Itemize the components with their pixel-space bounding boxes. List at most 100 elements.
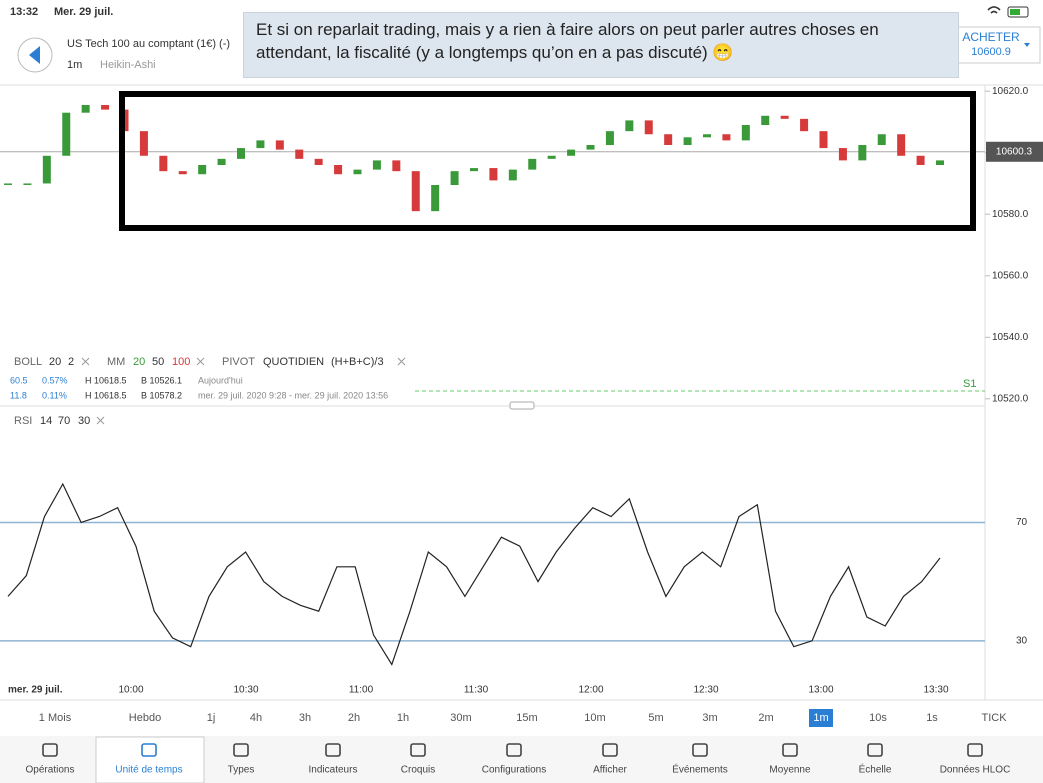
tab[interactable]: Afficher <box>593 765 627 776</box>
x-tick-label: 12:00 <box>578 685 603 696</box>
timeframe-bar: 1 Mois Hebdo 1j 4h 3h 2h 1h 30m 15m 10m 5m 3m 2m 1m 10… <box>39 709 1007 727</box>
candle <box>625 120 634 132</box>
timeframe[interactable]: TICK <box>981 712 1007 724</box>
candle <box>547 155 556 159</box>
current-price-box <box>986 141 1043 162</box>
status-date: Mer. 29 juil. <box>54 6 113 18</box>
candle <box>334 165 343 175</box>
tab[interactable]: Données HLOC <box>940 765 1011 776</box>
timeframe[interactable]: 10s <box>869 712 887 724</box>
indicator-info: 60.5 0.57% H 10618.5 B 10526.1 Aujourd'hui 11… <box>10 375 388 400</box>
timeframe[interactable]: 1h <box>397 712 409 724</box>
x-tick-label: 10:00 <box>118 685 143 696</box>
candle <box>62 112 71 156</box>
info-cell: 0.11% <box>42 390 67 400</box>
candle <box>644 120 653 135</box>
tab-icon <box>410 743 426 757</box>
pivot-label: PIVOT <box>222 356 255 368</box>
y-tick-label: 10540.0 <box>992 332 1029 343</box>
info-cell: B 10578.2 <box>141 390 182 400</box>
boll-label: BOLL <box>14 356 42 368</box>
x-tick-label: 11:00 <box>349 685 374 696</box>
y-tick-label: 10580.0 <box>992 209 1029 220</box>
candle <box>217 158 226 165</box>
info-cell: H 10618.5 <box>85 390 127 400</box>
timeframe[interactable]: 1s <box>926 712 938 724</box>
timeframe[interactable]: 10m <box>584 712 605 724</box>
candle <box>159 155 168 172</box>
timeframe[interactable]: 5m <box>648 712 663 724</box>
timeframe[interactable]: 30m <box>450 712 471 724</box>
dropdown-arrow <box>1024 43 1030 47</box>
instrument: US Tech 100 au comptant (1€) (-) <box>67 38 230 50</box>
candle <box>42 155 51 184</box>
candle <box>567 149 576 156</box>
tab-icon <box>782 743 798 757</box>
tab-icon <box>141 743 157 757</box>
candle <box>761 115 770 125</box>
timeframe[interactable]: 3m <box>702 712 717 724</box>
x-tick-label: 11:30 <box>464 685 489 696</box>
chart-style: Heikin-Ashi <box>100 59 156 71</box>
timeframe[interactable]: 4h <box>250 712 262 724</box>
tab-icon <box>692 743 708 757</box>
timeframe[interactable]: 1 Mois <box>39 712 72 724</box>
tab-icon <box>506 743 522 757</box>
close-icon[interactable] <box>397 357 406 366</box>
candle <box>897 134 906 156</box>
timeframe[interactable]: 1m <box>813 712 828 724</box>
candle <box>178 171 187 175</box>
tab[interactable]: Événements <box>672 763 728 776</box>
tab-icon <box>867 743 883 757</box>
tab[interactable]: Opérations <box>26 765 75 776</box>
tab-icon <box>967 743 983 757</box>
candle <box>819 131 828 149</box>
rsi-param: 14 <box>40 415 52 427</box>
candle <box>314 158 323 165</box>
date-label: mer. 29 juil. <box>8 685 63 696</box>
timeframe[interactable]: Hebdo <box>129 712 161 724</box>
candle <box>81 105 90 113</box>
x-tick-label: 13:30 <box>923 685 948 696</box>
x-tick-label: 13:00 <box>808 685 833 696</box>
tab[interactable]: Échelle <box>859 763 892 776</box>
candle <box>605 131 614 145</box>
info-cell: Aujourd'hui <box>198 375 243 385</box>
tab[interactable]: Indicateurs <box>309 765 358 776</box>
timeframe: 1m <box>67 59 82 71</box>
mm-param: 20 <box>133 356 145 368</box>
candle <box>800 118 809 132</box>
tab[interactable]: Configurations <box>482 765 546 776</box>
price-chart: 10620.010600.010580.010560.010540.010520… <box>0 86 1043 404</box>
close-icon[interactable] <box>196 357 205 366</box>
candle <box>877 134 886 145</box>
comment: Et si on reparlait trading, mais y a rie… <box>243 12 959 78</box>
timeframe[interactable]: 2m <box>758 712 773 724</box>
rsi-param: 30 <box>78 415 90 427</box>
close-icon[interactable] <box>81 357 90 366</box>
candle <box>411 171 420 212</box>
timeframe[interactable]: 1j <box>207 712 216 724</box>
boll-param: 2 <box>68 356 74 368</box>
candle <box>664 134 673 145</box>
resize-handle[interactable] <box>509 401 535 410</box>
candle <box>450 171 459 185</box>
timeframe[interactable]: 2h <box>348 712 360 724</box>
candle <box>508 169 517 181</box>
tab[interactable]: Croquis <box>401 765 435 776</box>
tab[interactable]: Types <box>228 765 255 776</box>
wifi-icon <box>987 6 1001 14</box>
pivot-s1: S1 <box>963 378 976 390</box>
y-tick-label: 70 <box>1016 517 1028 528</box>
info-cell: B 10526.1 <box>141 375 182 385</box>
tab[interactable]: Moyenne <box>769 765 811 776</box>
tab[interactable]: Unité de temps <box>115 765 182 776</box>
tab-icon <box>42 743 58 757</box>
candle <box>703 134 711 138</box>
timeframe[interactable]: 15m <box>516 712 537 724</box>
candle <box>586 145 595 150</box>
close-icon[interactable] <box>96 416 105 425</box>
timeframe[interactable]: 3h <box>299 712 311 724</box>
info-cell: 60.5 <box>10 375 28 385</box>
